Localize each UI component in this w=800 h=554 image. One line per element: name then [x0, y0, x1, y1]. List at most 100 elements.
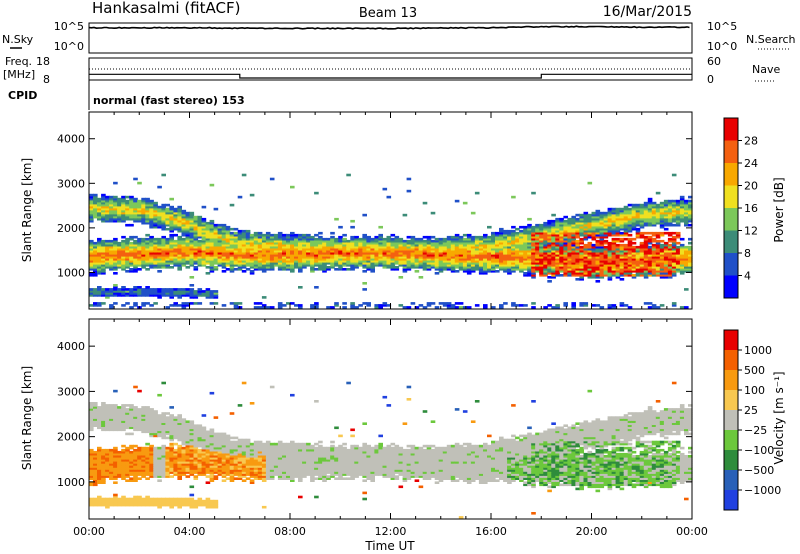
velocity-cell — [145, 446, 150, 450]
power-cell — [177, 254, 182, 257]
power-cell — [105, 239, 110, 243]
velocity-cell — [169, 457, 174, 460]
power-cell — [290, 270, 295, 273]
power-cell — [386, 247, 392, 251]
power-cell — [615, 221, 621, 225]
power-cell — [286, 233, 291, 237]
power-cell — [233, 247, 239, 251]
power-cell — [217, 223, 223, 227]
power-cell — [125, 245, 130, 249]
power-cell — [205, 294, 211, 297]
power-cell — [547, 268, 552, 271]
power-cell — [277, 231, 283, 235]
power-cell — [177, 211, 182, 215]
power-cell — [651, 245, 657, 249]
power-cell — [225, 235, 231, 239]
power-cell — [358, 262, 363, 265]
power-cell — [378, 254, 383, 257]
power-cell — [619, 215, 625, 219]
power-cell — [599, 219, 605, 223]
power-cell — [647, 237, 653, 241]
velocity-cell — [189, 420, 195, 423]
power-cell — [647, 205, 653, 209]
power-cell — [149, 207, 154, 211]
power-cell — [688, 260, 693, 263]
velocity-cell — [169, 444, 174, 448]
power-cell — [269, 249, 275, 253]
velocity-cell — [193, 424, 199, 427]
power-cell — [527, 237, 532, 241]
power-cell — [611, 221, 617, 225]
velocity-cell — [161, 461, 166, 464]
velocity-cell — [125, 404, 130, 407]
power-cell — [193, 235, 199, 239]
power-cell — [169, 217, 174, 221]
power-cell — [587, 231, 593, 235]
power-cell — [362, 237, 367, 241]
power-cell — [478, 239, 484, 243]
power-cell — [193, 292, 199, 295]
power-cell — [434, 254, 440, 257]
velocity-cell — [221, 444, 227, 448]
power-cell — [181, 213, 187, 217]
power-cell — [551, 256, 556, 259]
power-cell — [89, 207, 94, 211]
power-cell — [659, 219, 665, 223]
velocity-cell — [149, 503, 154, 507]
power-cell — [205, 260, 211, 263]
velocity-cell — [201, 432, 207, 436]
power-cell — [366, 258, 371, 261]
power-cell — [619, 304, 625, 307]
power-cell — [503, 252, 508, 255]
power-cell — [370, 258, 375, 261]
power-cell — [193, 245, 199, 249]
power-cell — [378, 233, 383, 237]
power-cell — [157, 296, 162, 299]
velocity-cell — [137, 473, 142, 476]
y-tick-label: 2000 — [57, 222, 85, 235]
power-cell — [595, 280, 601, 283]
velocity-cell — [181, 424, 187, 427]
velocity-cell — [153, 463, 158, 466]
power-cell — [277, 247, 283, 251]
velocity-cell — [97, 503, 102, 507]
velocity-cell — [201, 471, 207, 474]
power-cell — [298, 264, 303, 267]
power-cell — [511, 249, 516, 253]
power-cell — [306, 252, 311, 255]
power-cell — [165, 223, 170, 227]
power-cell — [390, 252, 396, 255]
velocity-cell — [229, 450, 235, 454]
power-cell — [607, 268, 613, 271]
power-cell — [543, 243, 548, 247]
power-cell — [684, 262, 689, 265]
power-cell — [675, 211, 681, 215]
power-cell — [193, 256, 199, 259]
velocity-cell — [153, 428, 158, 432]
power-cell — [326, 241, 331, 245]
velocity-cell — [97, 422, 102, 425]
power-cell — [567, 256, 572, 259]
power-cell — [161, 209, 166, 213]
power-cell — [587, 219, 593, 223]
velocity-cell — [189, 448, 195, 452]
power-cell — [547, 231, 552, 235]
velocity-cell — [101, 477, 106, 480]
power-cell — [434, 258, 440, 261]
velocity-cell — [197, 436, 203, 440]
power-cell — [265, 237, 271, 241]
power-cell — [157, 223, 162, 227]
power-cell — [643, 221, 649, 225]
power-cell — [483, 254, 488, 257]
velocity-cell — [117, 422, 122, 425]
power-cell — [679, 237, 685, 241]
power-cell — [314, 237, 319, 241]
velocity-cell — [121, 444, 126, 448]
power-cell — [306, 256, 311, 259]
power-cell — [189, 276, 195, 279]
power-cell — [193, 247, 199, 251]
power-cell — [117, 197, 122, 201]
velocity-cell — [201, 440, 207, 444]
power-cell — [559, 260, 564, 263]
power-cell — [101, 290, 106, 293]
